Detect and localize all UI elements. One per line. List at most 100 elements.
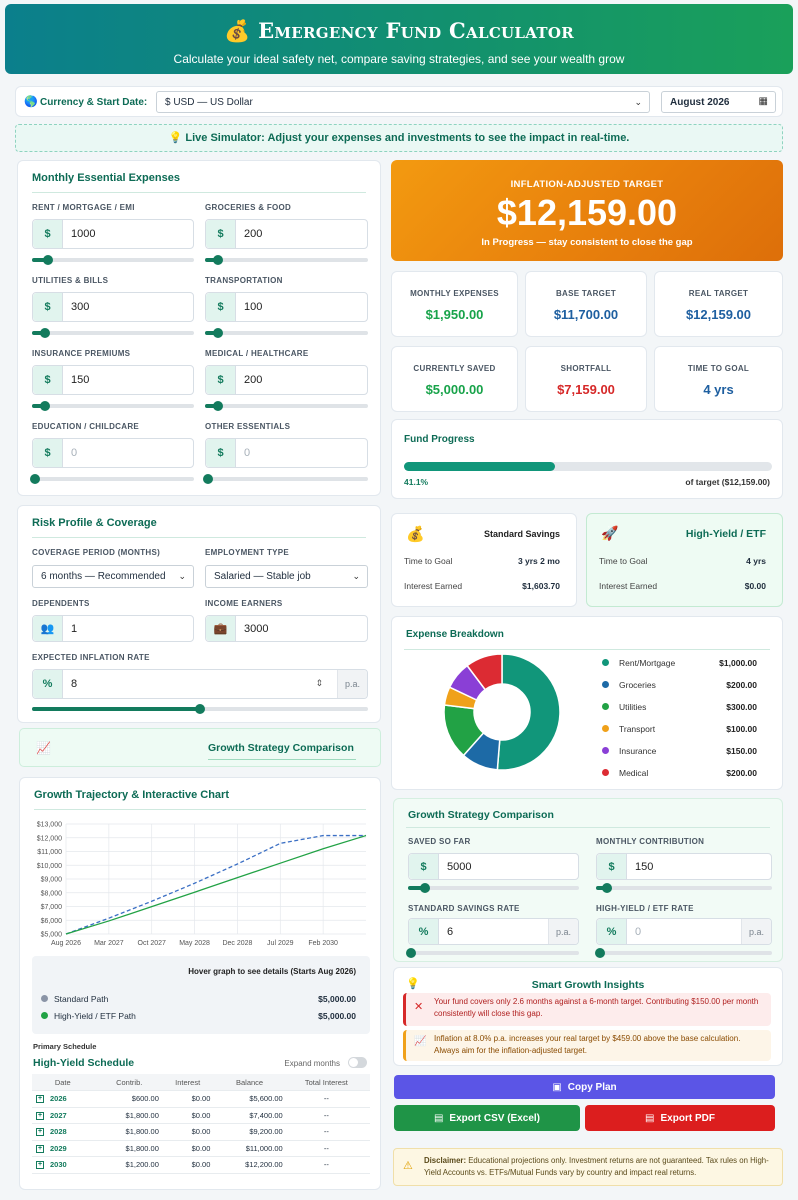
chevron-down-icon: ⌄ [634, 97, 642, 107]
lightbulb-icon: 💡 [406, 978, 420, 990]
stat-time-to-goal: TIME TO GOAL 4 yrs [654, 346, 783, 412]
progress-percent: 41.1% [404, 477, 429, 487]
medical-healthcare-slider[interactable] [205, 401, 368, 411]
std-rate-slider[interactable] [406, 948, 579, 958]
target-value: $12,159.00 [496, 192, 678, 233]
dependents-input[interactable]: 👥 1 [32, 615, 194, 642]
hy-rate-input[interactable]: % 0 p.a. [596, 918, 772, 945]
inflation-input[interactable]: % 8 ⇕ p.a. [32, 669, 368, 699]
hover-text: Hover graph to see details (Starts Aug 2… [188, 967, 356, 976]
y-tick-label: $10,000 [37, 863, 62, 870]
education-childcare-input[interactable]: $ 0 [32, 438, 194, 468]
spinner-icon[interactable]: ⇕ [315, 678, 323, 688]
expand-plus-icon[interactable]: + [36, 1161, 44, 1170]
donut-slice-medical[interactable] [466, 654, 503, 691]
standard-interest-label: Interest Earned [404, 581, 463, 591]
transportation-slider[interactable] [205, 328, 368, 338]
donut-slice-rent-mortgage[interactable] [496, 654, 561, 771]
rent-mortgage-emi-input[interactable]: $ 1000 [32, 219, 194, 249]
expand-months-label: Expand months [284, 1059, 340, 1068]
breakdown-donut-chart[interactable] [432, 654, 572, 784]
series-line-standard-path[interactable] [65, 834, 366, 935]
schedule-col-header: Total Interest [288, 1074, 370, 1091]
export-pdf-button[interactable]: ▤ Export PDF [585, 1105, 775, 1131]
expand-plus-icon[interactable]: + [36, 1111, 44, 1120]
expand-plus-icon[interactable]: + [36, 1095, 44, 1104]
insurance-premiums-slider[interactable] [32, 401, 194, 411]
table-row[interactable]: +2027 $1,800.00 $0.00 $7,400.00 -- [32, 1107, 370, 1124]
highyield-interest-value: $0.00 [744, 581, 766, 591]
groceries-food-slider[interactable] [205, 255, 368, 265]
table-row[interactable]: +2030 $1,200.00 $0.00 $12,200.00 -- [32, 1156, 370, 1174]
standard-savings-card: 💰 Standard Savings Time to Goal 3 yrs 2 … [391, 513, 577, 607]
earners-input[interactable]: 💼 3000 [205, 615, 368, 642]
x-tick-label: Oct 2027 [138, 940, 167, 947]
utilities-bills-slider[interactable] [32, 328, 194, 338]
start-date-input[interactable]: August 2026 ▦ [661, 91, 776, 113]
other-essentials-input[interactable]: $ 0 [205, 438, 368, 468]
saved-slider[interactable] [408, 883, 579, 893]
insight-inflation: 📈 Inflation at 8.0% p.a. increases your … [403, 1030, 771, 1061]
x-tick-label: May 2028 [179, 940, 210, 947]
highyield-card: 🚀 High-Yield / ETF Time to Goal 4 yrs In… [586, 513, 783, 607]
coverage-select[interactable]: 6 months — Recommended ⌄ [32, 565, 194, 588]
risk-title: Risk Profile & Coverage [32, 517, 157, 529]
briefcase-icon: 💼 [206, 616, 236, 641]
table-row[interactable]: +2029 $1,800.00 $0.00 $11,000.00 -- [32, 1140, 370, 1157]
calendar-icon: ▦ [758, 96, 768, 107]
legend-groceries: Groceries $200.00 [602, 679, 757, 693]
legend-medical: Medical $200.00 [602, 767, 757, 781]
series-line-high-yield-etf-path[interactable] [65, 834, 367, 935]
education-childcare-label: EDUCATION / CHILDCARE [32, 422, 140, 431]
stat-shortfall: SHORTFALL $7,159.00 [525, 346, 647, 412]
growth-strategy-tab[interactable]: 📈 Growth Strategy Comparison [19, 728, 381, 767]
y-tick-label: $6,000 [41, 918, 63, 925]
earners-label: INCOME EARNERS [205, 599, 283, 608]
other-essentials-slider[interactable] [203, 474, 368, 484]
legend-standard: Standard Path $5,000.00 [41, 993, 356, 1005]
copy-icon: ▣ [552, 1081, 562, 1093]
breakdown-card: Expense Breakdown [391, 616, 783, 790]
insight-warning: ✕ Your fund covers only 2.6 months again… [403, 993, 771, 1026]
groceries-food-input[interactable]: $ 200 [205, 219, 368, 249]
chart-up-icon: 📈 [414, 1036, 427, 1047]
currency-select[interactable]: $ USD — US Dollar ⌄ [156, 91, 650, 113]
copy-plan-button[interactable]: ▣ Copy Plan [394, 1075, 775, 1099]
saved-input[interactable]: $5000 [408, 853, 579, 880]
export-csv-button[interactable]: ▤ Export CSV (Excel) [394, 1105, 580, 1131]
table-row[interactable]: +2028 $1,800.00 $0.00 $9,200.00 -- [32, 1123, 370, 1141]
contrib-slider[interactable] [596, 883, 772, 893]
x-tick-label: Dec 2028 [222, 940, 252, 947]
pdf-file-icon: ▤ [645, 1112, 655, 1124]
education-childcare-slider[interactable] [30, 474, 194, 484]
insurance-premiums-input[interactable]: $ 150 [32, 365, 194, 395]
medical-healthcare-input[interactable]: $ 200 [205, 365, 368, 395]
hy-rate-slider[interactable] [594, 948, 772, 958]
expenses-title: Monthly Essential Expenses [32, 172, 180, 184]
expand-plus-icon[interactable]: + [36, 1144, 44, 1153]
table-row[interactable]: +2026 $600.00 $0.00 $5,600.00 -- [32, 1090, 370, 1108]
trajectory-chart[interactable]: $5,000 $6,000 $7,000 $8,000 $9,000 $10,000 $11… [20, 814, 382, 950]
x-tick-label: Jul 2029 [267, 940, 294, 947]
inflation-slider[interactable] [32, 704, 368, 714]
transportation-input[interactable]: $ 100 [205, 292, 368, 322]
rocket-icon: 🚀 [601, 525, 619, 541]
contrib-input[interactable]: $150 [596, 853, 772, 880]
y-tick-label: $7,000 [41, 904, 63, 911]
rent-mortgage-emi-label: RENT / MORTGAGE / EMI [32, 203, 135, 212]
insights-title: Smart Growth Insights [531, 979, 645, 991]
expand-months-toggle[interactable] [348, 1057, 367, 1068]
y-tick-label: $5,000 [41, 932, 63, 939]
breakdown-title: Expense Breakdown [406, 629, 504, 640]
app-title: 💰 Emergency Fund Calculator [224, 18, 574, 43]
legend-rent-mortgage: Rent/Mortgage $1,000.00 [602, 657, 757, 671]
coverage-label: COVERAGE PERIOD (MONTHS) [32, 548, 161, 557]
employment-select[interactable]: Salaried — Stable job ⌄ [205, 565, 368, 588]
std-rate-input[interactable]: % 6 p.a. [408, 918, 579, 945]
expand-plus-icon[interactable]: + [36, 1128, 44, 1137]
utilities-bills-input[interactable]: $ 300 [32, 292, 194, 322]
users-icon: 👥 [33, 616, 63, 641]
y-tick-label: $8,000 [41, 890, 63, 897]
rent-mortgage-emi-slider[interactable] [32, 255, 194, 265]
stat-real-target: REAL TARGET $12,159.00 [654, 271, 783, 337]
